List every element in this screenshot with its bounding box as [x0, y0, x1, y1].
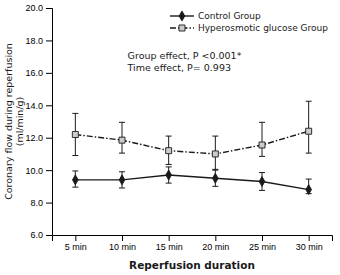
error-bar: [306, 179, 312, 194]
legend-label: Hyperosmotic glucose Group: [198, 23, 328, 33]
x-axis: 5 min 10 min 15 min 20 min 25 min 30 min: [53, 235, 333, 252]
annotations: Group effect, P <0.001*Time effect, P= 0…: [127, 50, 242, 73]
y-tick-mark: [46, 170, 52, 171]
x-tick-mark: [262, 235, 263, 241]
x-tick-label: 20 min: [202, 242, 229, 252]
y-tick-mark: [46, 235, 52, 236]
y-tick-mark: [46, 203, 52, 204]
y-tick-label: 14.0: [25, 101, 43, 111]
line: [75, 175, 308, 190]
error-bar: [119, 172, 125, 188]
series: [72, 167, 311, 195]
y-tick-label: 20.0: [25, 3, 43, 13]
y-tick-label: 10.0: [25, 166, 43, 176]
legend-label: Control Group: [198, 11, 261, 21]
marker: [306, 128, 312, 134]
error-bar: [166, 167, 172, 183]
y-tick: 14.0: [25, 101, 52, 111]
y-tick-mark: [46, 8, 52, 9]
chart: 5 min 10 min 15 min 20 min 25 min 30 min 6.0 8.…: [0, 0, 340, 275]
error-bar: [259, 122, 265, 156]
x-tick: 5 min: [65, 235, 87, 252]
annotation: Group effect, P <0.001*: [128, 50, 242, 61]
y-tick: 8.0: [30, 198, 52, 208]
x-tick-mark: [75, 235, 76, 241]
y-tick-mark: [46, 73, 52, 74]
marker: [259, 177, 265, 187]
legend-item: Control Group: [170, 11, 261, 21]
y-tick: 18.0: [25, 36, 52, 46]
y-tick-mark: [46, 40, 52, 41]
y-tick-label: 12.0: [25, 133, 43, 143]
legend-marker: [179, 11, 185, 21]
x-tick-mark: [215, 235, 216, 241]
y-tick-label: 16.0: [25, 68, 43, 78]
x-tick: 10 min: [109, 235, 136, 252]
y-tick-label: 6.0: [30, 230, 43, 240]
series: [72, 101, 311, 170]
legend-marker: [179, 25, 185, 31]
y-tick-label: 18.0: [25, 36, 43, 46]
x-axis-line: [53, 236, 333, 242]
marker: [119, 175, 125, 185]
y-tick-label: 8.0: [30, 198, 43, 208]
x-tick-mark: [169, 235, 170, 241]
error-bar: [259, 173, 265, 191]
y-tick-mark: [46, 105, 52, 106]
x-tick-label: 30 min: [296, 242, 323, 252]
x-tick-mark: [122, 235, 123, 241]
y-tick: 6.0: [30, 230, 52, 240]
x-tick: 20 min: [202, 235, 229, 252]
line: [75, 131, 308, 154]
y-axis-title-line: Coronary flow during reperfusion: [3, 43, 14, 200]
y-tick: 10.0: [25, 166, 52, 176]
y-tick: 12.0: [25, 133, 52, 143]
error-bar: [119, 122, 125, 153]
error-bar: [212, 136, 218, 170]
x-tick-label: 15 min: [156, 242, 183, 252]
error-bar: [72, 171, 78, 187]
marker: [72, 175, 78, 185]
y-tick: 20.0: [25, 3, 52, 13]
marker: [119, 137, 125, 143]
marker: [72, 131, 78, 137]
x-tick-label: 5 min: [65, 242, 87, 252]
y-axis-title: Coronary flow during reperfusion(ml/min/…: [3, 43, 25, 200]
plot: 5 min 10 min 15 min 20 min 25 min 30 min 6.0 8.…: [25, 3, 332, 252]
error-bar: [306, 101, 312, 153]
y-tick: 16.0: [25, 68, 52, 78]
y-axis: 6.0 8.0 10.0 12.0 14.0 16.0 18.0 20.0: [25, 3, 52, 240]
error-bar: [212, 169, 218, 186]
error-bar: [72, 113, 78, 155]
x-tick: 15 min: [156, 235, 183, 252]
marker: [212, 173, 218, 183]
marker: [166, 148, 172, 154]
legend-item: Hyperosmotic glucose Group: [170, 23, 328, 33]
marks: [72, 101, 311, 194]
legend: Control Group Hyperosmotic glucose Group: [170, 11, 328, 33]
marker: [259, 142, 265, 148]
error-bar: [166, 136, 172, 164]
y-axis-line: [46, 9, 53, 236]
x-axis-title: Reperfusion duration: [129, 259, 255, 271]
y-tick-mark: [46, 138, 52, 139]
marker: [306, 185, 312, 195]
x-tick-label: 25 min: [249, 242, 276, 252]
marker: [166, 170, 172, 180]
y-axis-title-line: (ml/min/g): [14, 97, 25, 147]
x-tick: 30 min: [296, 235, 323, 252]
x-tick: 25 min: [249, 235, 276, 252]
marker: [212, 151, 218, 157]
annotation: Time effect, P= 0.993: [127, 62, 231, 73]
x-tick-mark: [309, 235, 310, 241]
x-tick-label: 10 min: [109, 242, 136, 252]
